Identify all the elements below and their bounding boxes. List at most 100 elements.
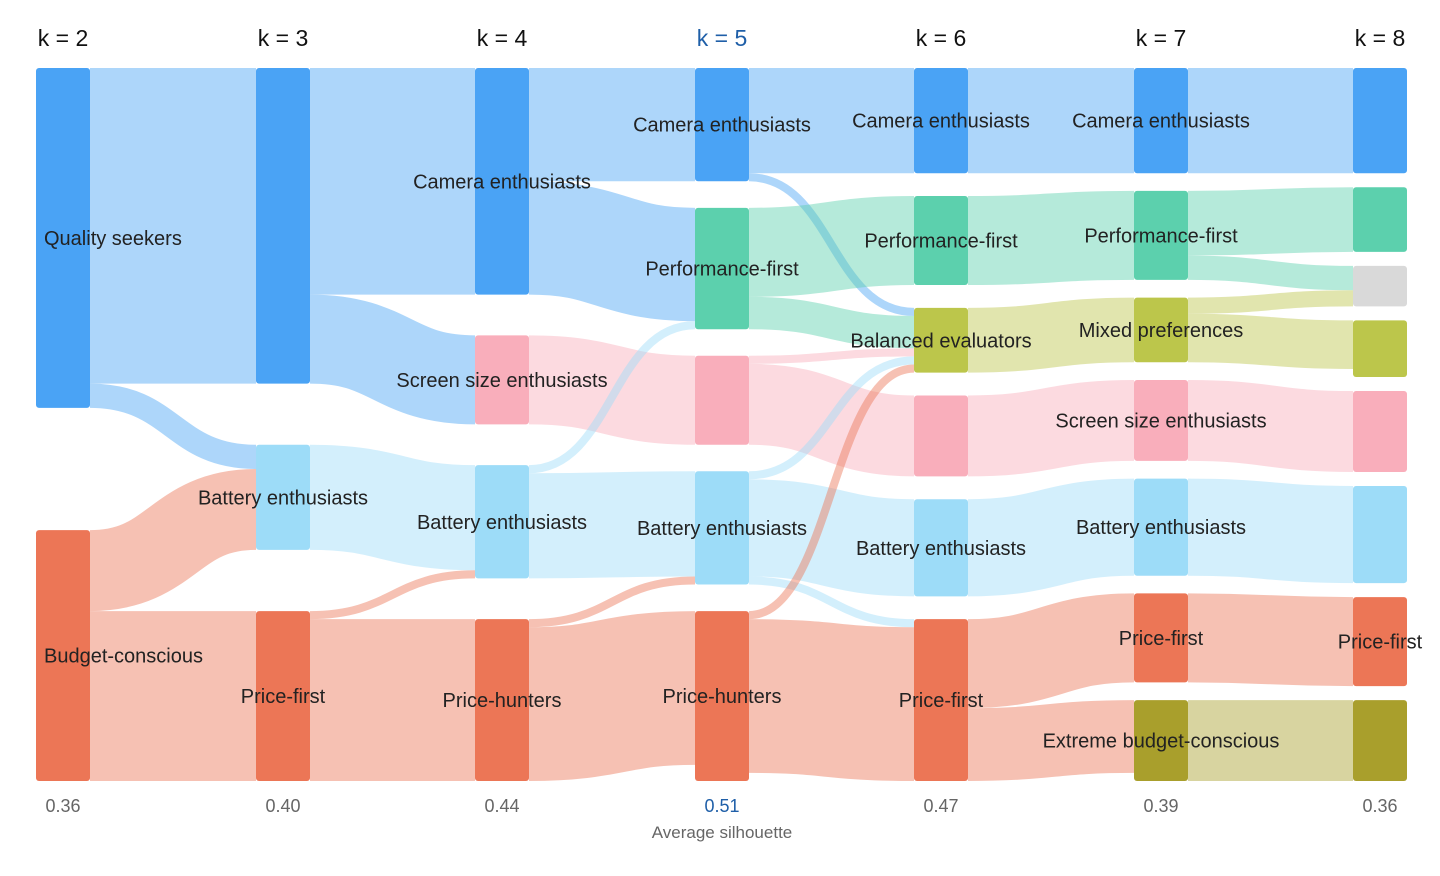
- node-label-extreme-budget-conscious: Extreme budget-conscious: [1043, 731, 1280, 753]
- link-k6_performance-to-k7_performance: [967, 190, 1135, 286]
- column-headers: k = 2 k = 3 k = 4 k = 5 k = 6 k = 7 k = 8: [38, 25, 1406, 51]
- node-k8_other[interactable]: [1353, 265, 1407, 307]
- node-k5_price[interactable]: [695, 611, 749, 781]
- node-label-battery-enthusiasts: Battery enthusiasts: [637, 518, 807, 540]
- column-header-k4: k = 4: [477, 25, 528, 51]
- node-label-price-hunters: Price-hunters: [443, 690, 562, 712]
- node-k7_screen[interactable]: [1134, 379, 1188, 461]
- node-label-price-hunters: Price-hunters: [663, 686, 782, 708]
- link-k3_battery-to-k4_battery: [309, 444, 476, 571]
- node-k3_quality[interactable]: [256, 68, 310, 384]
- column-header-k8: k = 8: [1355, 25, 1406, 51]
- column-header-k3: k = 3: [258, 25, 309, 51]
- link-k6_price-to-k7_extreme: [967, 700, 1135, 782]
- silhouette-score-k8: 0.36: [1362, 796, 1397, 816]
- link-k4_camera-to-k5_performance: [527, 181, 697, 322]
- nodes-layer: [36, 68, 1407, 781]
- footer-label: Average silhouette: [652, 823, 793, 842]
- link-k5_performance-to-k6_performance: [748, 196, 915, 297]
- node-k8_extreme[interactable]: [1353, 700, 1407, 781]
- node-k8_mixed[interactable]: [1353, 320, 1407, 378]
- node-k8_screen[interactable]: [1353, 391, 1407, 472]
- link-k4_screen-to-k5_screen: [528, 335, 696, 445]
- node-label-camera-enthusiasts: Camera enthusiasts: [1072, 111, 1250, 133]
- node-label-camera-enthusiasts: Camera enthusiasts: [633, 115, 811, 137]
- node-k6_screen[interactable]: [914, 395, 968, 477]
- node-k4_screen[interactable]: [475, 335, 529, 425]
- link-k5_screen-to-k6_screen: [748, 363, 915, 477]
- silhouette-score-k3: 0.40: [265, 796, 300, 816]
- node-k6_price[interactable]: [914, 619, 968, 781]
- node-label-price-first: Price-first: [1119, 628, 1204, 650]
- node-label-quality-seekers: Quality seekers: [44, 228, 182, 250]
- link-k4_battery-to-k5_performance: [528, 321, 696, 474]
- node-k8_performance[interactable]: [1353, 187, 1407, 252]
- node-label-price-first: Price-first: [241, 686, 326, 708]
- node-k6_camera[interactable]: [914, 68, 968, 174]
- links-layer: [88, 67, 1354, 782]
- link-k4_price-to-k5_battery: [528, 576, 696, 628]
- column-header-k2: k = 2: [38, 25, 89, 51]
- node-k8_camera[interactable]: [1353, 68, 1407, 174]
- link-k5_battery-to-k6_price: [748, 576, 915, 628]
- link-k6_balanced-to-k7_mixed: [967, 297, 1135, 373]
- node-k7_camera[interactable]: [1134, 68, 1188, 174]
- node-label-camera-enthusiasts: Camera enthusiasts: [413, 171, 591, 193]
- node-k5_camera[interactable]: [695, 68, 749, 182]
- link-k3_price-to-k4_battery: [309, 570, 476, 620]
- silhouette-score-k2: 0.36: [45, 796, 80, 816]
- link-k2_budget-to-k3_battery: [88, 469, 258, 612]
- node-k3_battery[interactable]: [256, 444, 310, 550]
- node-k7_battery[interactable]: [1134, 478, 1188, 576]
- node-label-budget-conscious: Budget-conscious: [44, 646, 203, 668]
- link-k7_mixed-to-k8_mixed: [1187, 313, 1354, 369]
- node-k8_price[interactable]: [1353, 597, 1407, 687]
- node-k7_mixed[interactable]: [1134, 297, 1188, 363]
- column-header-k6: k = 6: [916, 25, 967, 51]
- link-k6_screen-to-k7_screen: [967, 379, 1135, 477]
- node-k6_balanced[interactable]: [914, 307, 968, 373]
- node-k3_price[interactable]: [256, 611, 310, 781]
- node-k5_screen[interactable]: [695, 355, 749, 445]
- link-k2_quality-to-k3_battery: [89, 383, 257, 470]
- node-k8_battery[interactable]: [1353, 485, 1407, 584]
- link-k7_performance-to-k8_other: [1187, 255, 1354, 291]
- node-k5_performance[interactable]: [695, 207, 749, 330]
- link-k5_performance-to-k6_balanced: [748, 296, 915, 349]
- node-k4_price[interactable]: [475, 619, 529, 781]
- link-k6_battery-to-k7_battery: [967, 478, 1135, 597]
- node-k2_quality[interactable]: [36, 68, 90, 408]
- node-label-performance-first: Performance-first: [645, 259, 799, 281]
- node-k6_performance[interactable]: [914, 196, 968, 286]
- link-k5_price-to-k6_balanced: [748, 364, 915, 620]
- node-k7_performance[interactable]: [1134, 190, 1188, 280]
- silhouette-score-k6: 0.47: [923, 796, 958, 816]
- node-k2_budget[interactable]: [36, 530, 90, 781]
- node-k4_battery[interactable]: [475, 465, 529, 579]
- link-k6_price-to-k7_price: [967, 593, 1135, 709]
- silhouette-scores: 0.36 0.40 0.44 0.51 0.47 0.39 0.36: [45, 796, 1397, 816]
- node-label-battery-enthusiasts: Battery enthusiasts: [417, 512, 587, 534]
- node-label-camera-enthusiasts: Camera enthusiasts: [852, 111, 1030, 133]
- link-k7_screen-to-k8_screen: [1187, 379, 1354, 472]
- node-k4_camera[interactable]: [475, 68, 529, 295]
- link-k7_performance-to-k8_performance: [1187, 187, 1354, 256]
- node-label-balanced-evaluators: Balanced evaluators: [850, 330, 1031, 352]
- node-label-price-first: Price-first: [1338, 632, 1423, 654]
- node-label-price-first: Price-first: [899, 690, 984, 712]
- node-k6_battery[interactable]: [914, 499, 968, 597]
- link-k7_price-to-k8_price: [1187, 593, 1354, 687]
- node-label-mixed-preferences: Mixed preferences: [1079, 320, 1244, 342]
- labels-layer: Quality seekers Budget-conscious Battery e…: [44, 111, 1423, 753]
- column-header-k5: k = 5: [697, 25, 748, 51]
- link-k4_battery-to-k5_battery: [528, 471, 696, 579]
- silhouette-score-k4: 0.44: [484, 796, 519, 816]
- node-k5_battery[interactable]: [695, 471, 749, 585]
- link-k7_battery-to-k8_battery: [1187, 478, 1354, 584]
- node-k7_price[interactable]: [1134, 593, 1188, 683]
- link-k5_battery-to-k6_battery: [748, 479, 915, 597]
- link-k5_screen-to-k6_balanced: [748, 348, 915, 364]
- node-k7_extreme[interactable]: [1134, 700, 1188, 781]
